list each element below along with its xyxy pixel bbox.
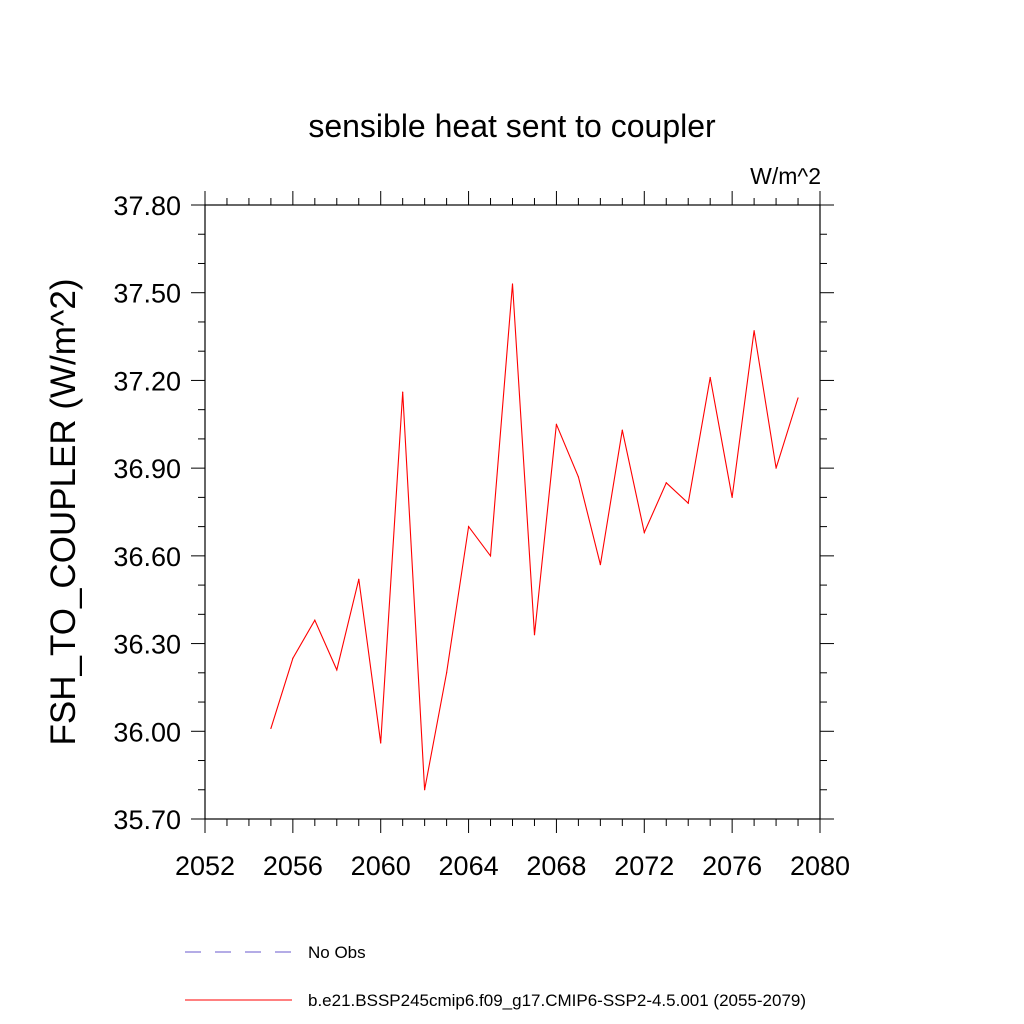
x-tick-label: 2072 (614, 851, 674, 881)
data-point (533, 634, 536, 636)
units-label: W/m^2 (750, 163, 821, 189)
y-tick-label: 36.30 (113, 630, 181, 660)
y-tick-label: 36.60 (113, 542, 181, 572)
data-point (314, 619, 316, 621)
axis-ticks (191, 191, 834, 833)
series-layer (270, 283, 799, 791)
data-point (665, 482, 667, 484)
series-line (270, 283, 799, 790)
data-point (797, 397, 799, 399)
data-point (292, 657, 294, 659)
y-tick-label: 37.20 (113, 366, 181, 396)
legend-label: No Obs (308, 943, 366, 962)
y-tick-label: 37.80 (113, 191, 181, 221)
y-axis-label: FSH_TO_COUPLER (W/m^2) (44, 279, 83, 746)
x-tick-label: 2060 (351, 851, 411, 881)
y-tick-label: 36.00 (113, 717, 181, 747)
data-point (336, 669, 338, 671)
x-tick-label: 2056 (263, 851, 323, 881)
y-tick-labels: 35.70 36.00 36.30 36.60 36.90 37.20 37.50 37.80 (113, 191, 181, 835)
data-point (424, 789, 426, 791)
data-point (270, 727, 272, 729)
data-point (402, 391, 404, 393)
data-point (380, 742, 382, 744)
data-point (709, 376, 711, 379)
x-tick-labels: 2052 2056 2060 2064 2068 2072 2076 2080 (175, 851, 850, 881)
x-tick-label: 2068 (526, 851, 586, 881)
chart-title: sensible heat sent to coupler (308, 108, 716, 144)
data-point (511, 283, 514, 285)
x-tick-label: 2076 (702, 851, 762, 881)
y-tick-label: 37.50 (113, 279, 181, 309)
data-point (358, 578, 360, 580)
x-tick-label: 2064 (439, 851, 499, 881)
data-point (753, 330, 755, 332)
y-tick-label: 35.70 (113, 805, 181, 835)
data-point (446, 672, 448, 674)
data-point (489, 555, 492, 557)
data-point (621, 429, 623, 431)
y-tick-label: 36.90 (113, 454, 181, 484)
data-point (687, 502, 689, 504)
legend: No Obs b.e21.BSSP245cmip6.f09_g17.CMIP6-S… (185, 943, 806, 1010)
data-point (577, 476, 579, 478)
data-point (599, 564, 601, 566)
data-point (775, 467, 777, 469)
x-tick-label: 2080 (790, 851, 850, 881)
series-points (270, 283, 799, 791)
data-point (467, 526, 470, 528)
legend-label: b.e21.BSSP245cmip6.f09_g17.CMIP6-SSP2-4.… (308, 991, 806, 1010)
plot-frame (204, 204, 821, 820)
x-tick-label: 2052 (175, 851, 235, 881)
data-point (555, 423, 558, 425)
data-point (731, 496, 733, 498)
data-point (643, 531, 645, 534)
